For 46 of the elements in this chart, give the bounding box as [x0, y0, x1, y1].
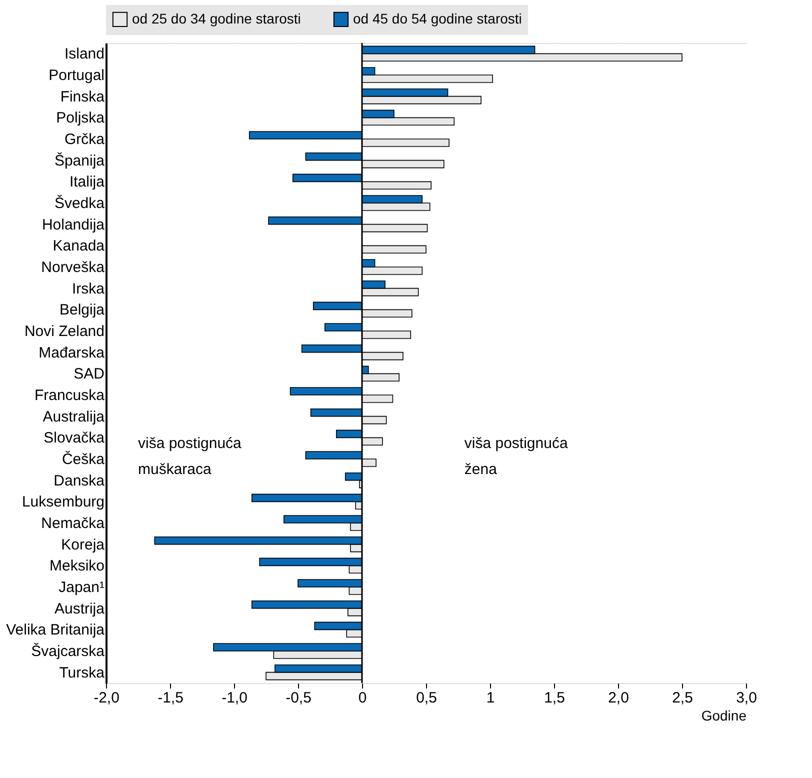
y-tick-label: Švedka — [54, 194, 106, 212]
y-tick-label: Danska — [54, 472, 106, 490]
y-tick-label: Italija — [69, 174, 106, 191]
y-tick-label: Francuska — [34, 387, 106, 404]
x-tick-label: -1,0 — [222, 690, 248, 706]
y-tick-label: Češka — [62, 450, 106, 468]
x-tick-label: 3,0 — [736, 690, 757, 706]
x-tick-label: -0,5 — [286, 690, 312, 706]
y-tick-label: Norveška — [41, 259, 106, 276]
x-tick-label: -2,0 — [94, 690, 120, 706]
legend-label: od 45 do 54 godine starosti — [353, 10, 522, 26]
y-tick-label: Turska — [59, 664, 106, 682]
y-tick-label: Irska — [72, 280, 106, 298]
y-tick-label: Grčka — [64, 131, 106, 148]
x-tick-label: 1 — [486, 690, 495, 706]
x-tick-label: 0 — [358, 690, 367, 706]
y-tick-label: Japan¹ — [58, 579, 104, 596]
y-tick-label: Belgija — [59, 302, 106, 319]
y-tick-label: Novi Zeland — [24, 323, 104, 340]
y-tick-label: Nemačka — [41, 515, 106, 532]
y-tick-label: Holandija — [42, 216, 106, 234]
y-tick-label: Mađarska — [38, 344, 106, 362]
y-tick-label: Španija — [54, 151, 106, 170]
y-tick-label: Luksemburg — [22, 494, 104, 511]
y-tick-label: Australija — [42, 408, 106, 426]
legend-label: od 25 do 34 godine starosti — [132, 10, 301, 26]
annotation: viša postignuća muškaraca — [138, 435, 242, 478]
x-tick-label: 1,5 — [544, 690, 565, 706]
y-tick-label: Velika Britanija — [6, 622, 106, 639]
y-tick-label: Kanada — [52, 238, 106, 255]
annotation: viša postignuća žena — [464, 435, 568, 478]
y-tick-label: Poljska — [56, 110, 106, 127]
x-tick-label: 2,5 — [672, 690, 693, 706]
y-tick-label: SAD — [74, 366, 105, 383]
x-tick-label: 2,0 — [608, 690, 629, 706]
x-axis-title: Godine — [701, 708, 747, 724]
y-tick-label: Švajcarska — [31, 642, 106, 660]
y-tick-label: Island — [64, 46, 104, 63]
y-tick-label: Koreja — [61, 536, 106, 554]
y-tick-label: Portugal — [48, 67, 104, 84]
x-tick-label: 0,5 — [416, 690, 437, 706]
y-tick-label: Meksiko — [49, 558, 104, 575]
x-tick-label: -1,5 — [158, 690, 184, 706]
y-tick-label: Austrija — [54, 600, 106, 618]
y-tick-label: Finska — [60, 88, 106, 106]
y-tick-label: Slovačka — [44, 430, 106, 447]
